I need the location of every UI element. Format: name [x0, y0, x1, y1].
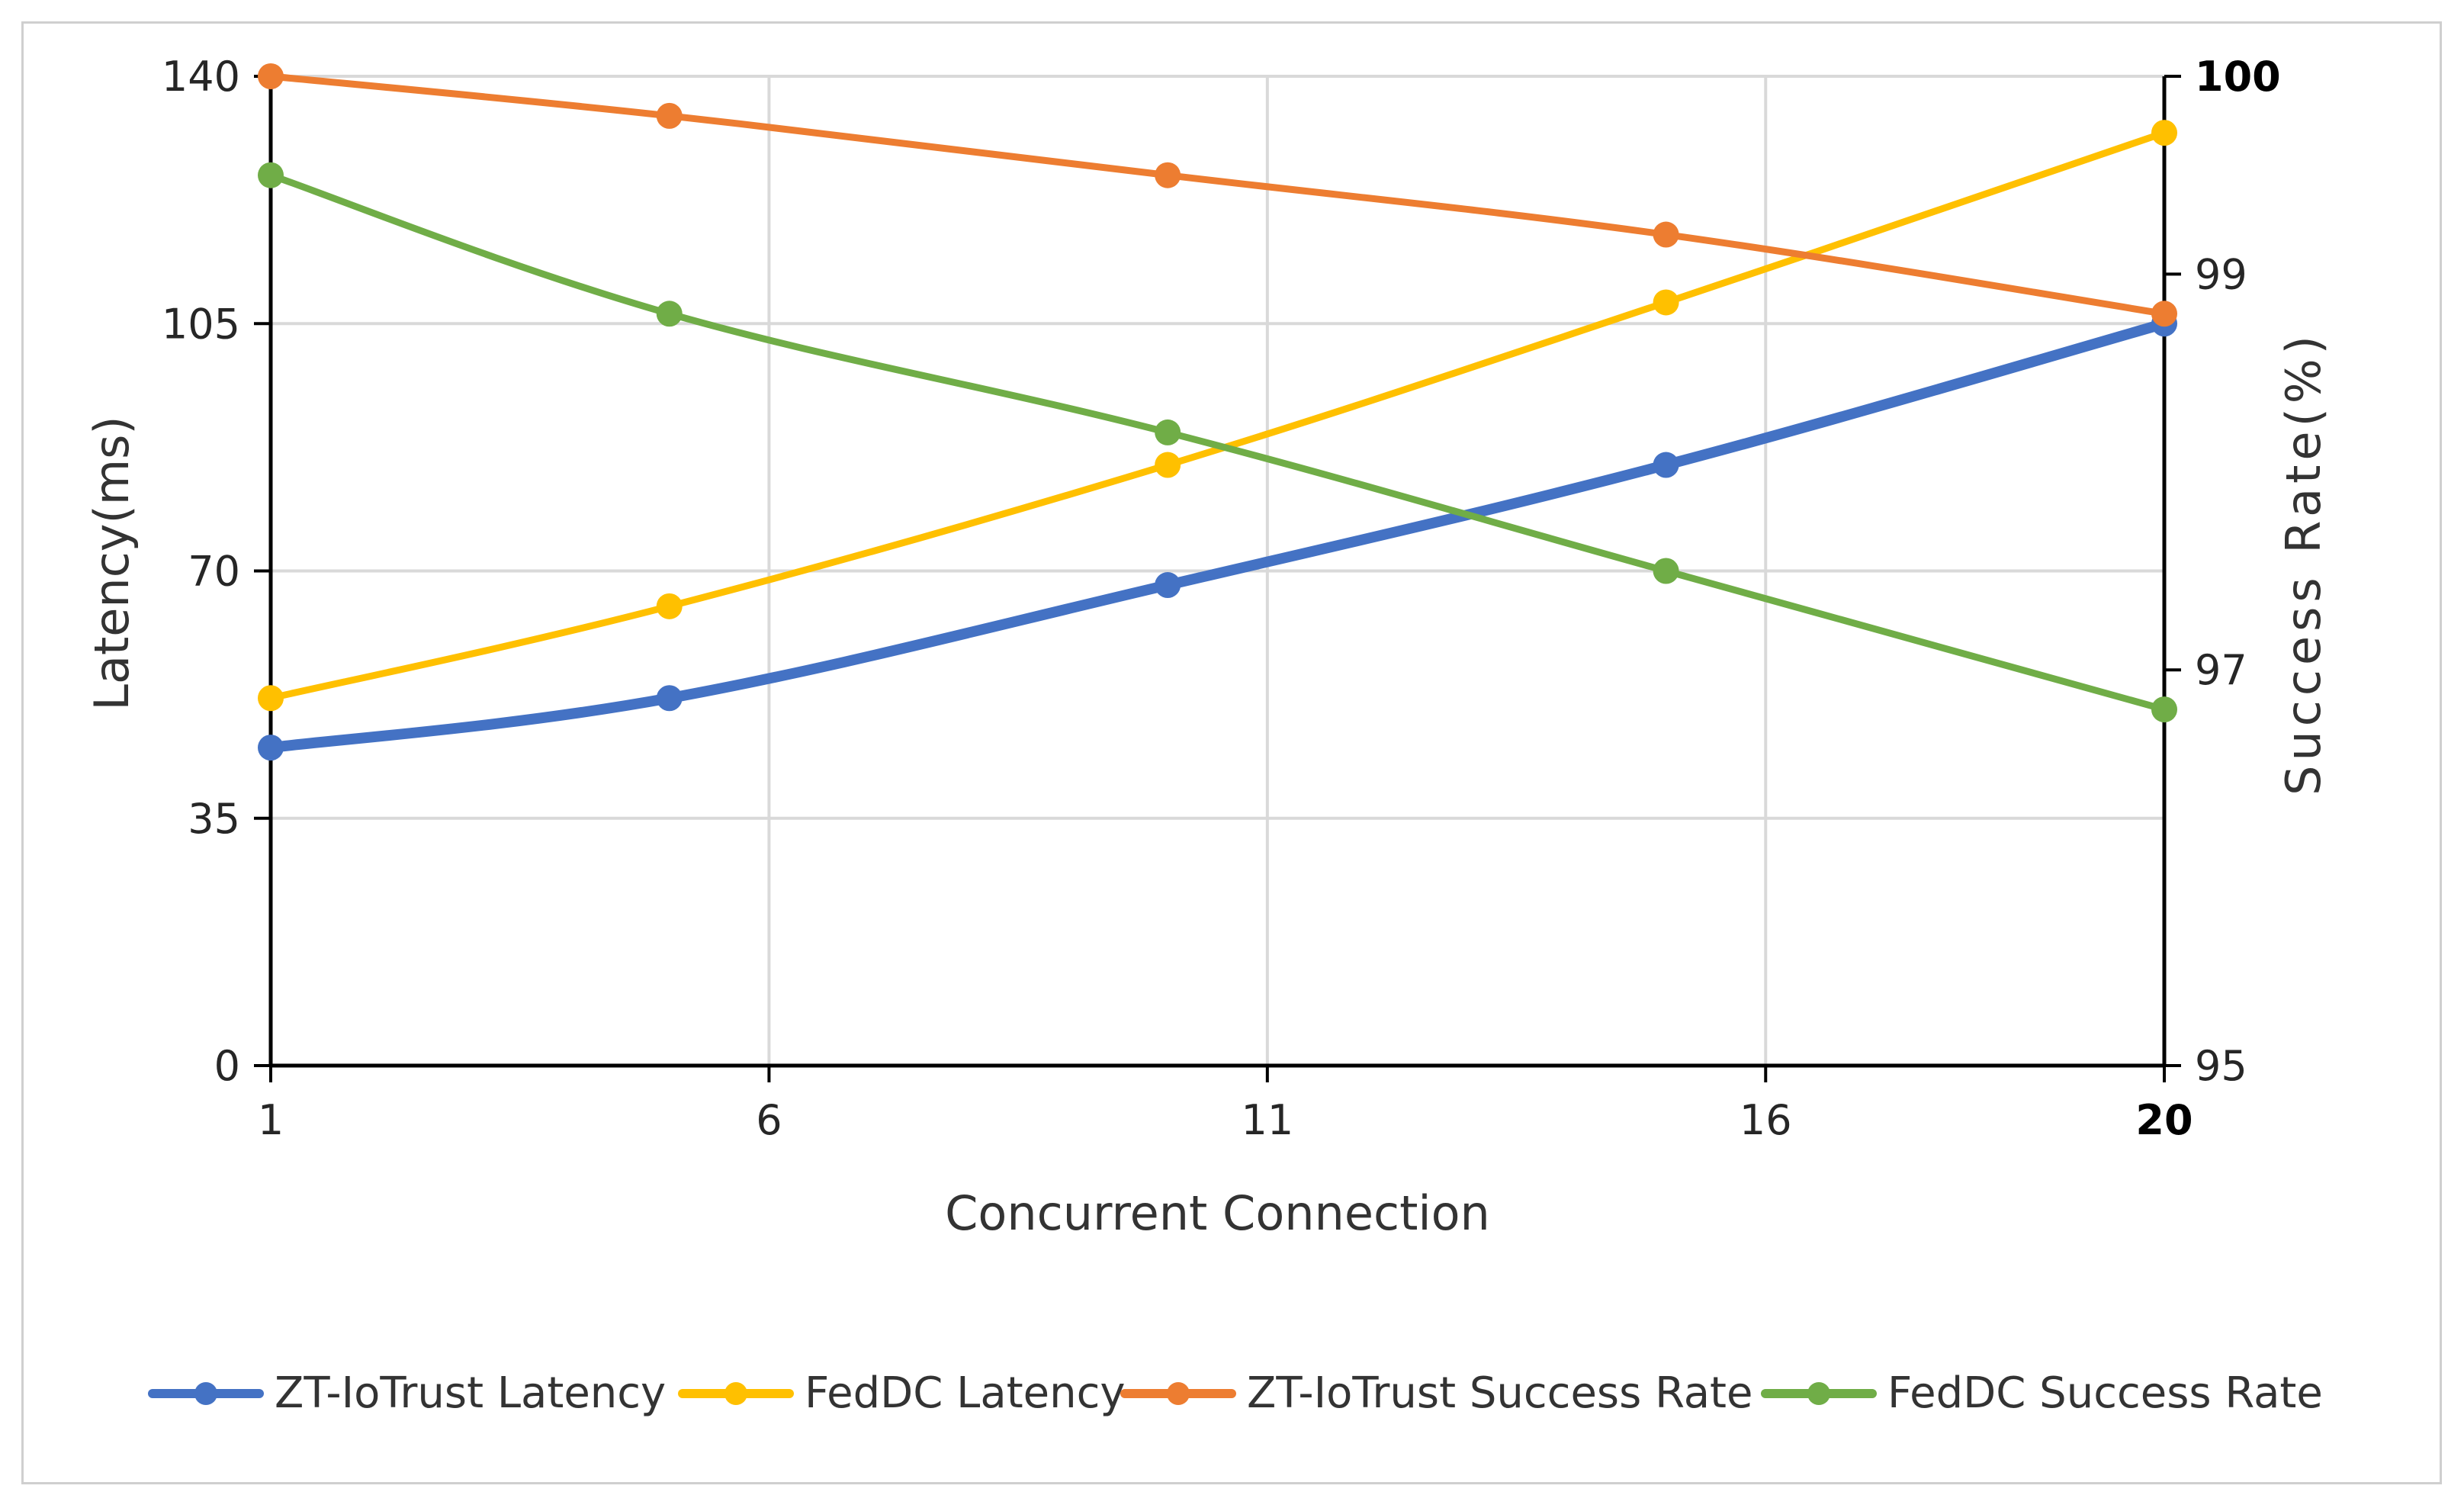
data-point — [656, 593, 683, 619]
x-tick-label: 20 — [2135, 1096, 2193, 1144]
y-tick-label: 0 — [214, 1042, 240, 1090]
y-tick-label: 140 — [162, 53, 240, 101]
legend-label: ZT-IoTrust Latency — [275, 1368, 666, 1418]
axis-layer — [254, 75, 2181, 1082]
y-tick-label: 35 — [188, 795, 240, 843]
data-point — [656, 102, 683, 129]
legend-swatch-dot — [194, 1382, 217, 1405]
series-3 — [258, 162, 2177, 723]
legend-item: FedDC Success Rate — [1761, 1368, 2323, 1418]
data-point — [258, 685, 284, 712]
data-point — [258, 735, 284, 761]
legend-swatch-dot — [1167, 1382, 1190, 1405]
y2-tick-label: 95 — [2195, 1042, 2247, 1090]
data-point — [2151, 301, 2177, 327]
y-tick-label: 105 — [162, 300, 240, 348]
data-point — [1653, 289, 1679, 316]
data-point — [2151, 696, 2177, 723]
x-axis-title: Concurrent Connection — [945, 1185, 1490, 1241]
legend-item: ZT-IoTrust Latency — [148, 1368, 666, 1418]
legend-label: ZT-IoTrust Success Rate — [1247, 1368, 1752, 1418]
x-tick-label: 6 — [756, 1096, 782, 1144]
y2-axis-title: Success Rate(%) — [2276, 331, 2331, 796]
data-point — [1155, 572, 1181, 599]
series-line — [265, 318, 2170, 754]
x-tick-label: 11 — [1241, 1096, 1293, 1144]
legend-item: FedDC Latency — [678, 1368, 1126, 1418]
chart-frame — [21, 21, 2442, 1484]
legend-item: ZT-IoTrust Success Rate — [1120, 1368, 1752, 1418]
data-point — [1653, 452, 1679, 478]
data-point — [1653, 558, 1679, 584]
series-2 — [258, 63, 2177, 327]
data-point — [656, 301, 683, 327]
data-point — [258, 63, 284, 89]
data-point — [1155, 452, 1181, 478]
x-tick-label: 1 — [258, 1096, 284, 1144]
y2-tick-label: 100 — [2195, 53, 2281, 101]
data-point — [2151, 120, 2177, 146]
legend-swatch-dot — [1807, 1382, 1830, 1405]
data-point — [1155, 162, 1181, 188]
legend-label: FedDC Success Rate — [1887, 1368, 2323, 1418]
legend-layer: ZT-IoTrust Latency FedDC Latency ZT-IoTrus… — [148, 1368, 2323, 1418]
y-tick-label: 70 — [188, 548, 240, 596]
series-1 — [258, 120, 2177, 712]
legend-swatch-dot — [724, 1382, 747, 1405]
series-line — [267, 172, 2168, 713]
y2-tick-label: 97 — [2195, 646, 2247, 694]
legend-label: FedDC Latency — [805, 1368, 1126, 1418]
x-tick-label: 16 — [1740, 1096, 1792, 1144]
series-0 — [258, 310, 2177, 761]
y-axis-title: Latency(ms) — [84, 416, 140, 710]
data-point — [1653, 221, 1679, 248]
data-point — [258, 162, 284, 188]
data-point — [656, 685, 683, 712]
y2-tick-label: 99 — [2195, 250, 2247, 298]
data-point — [1155, 419, 1181, 445]
series-line — [267, 129, 2168, 702]
series-layer — [258, 63, 2177, 761]
